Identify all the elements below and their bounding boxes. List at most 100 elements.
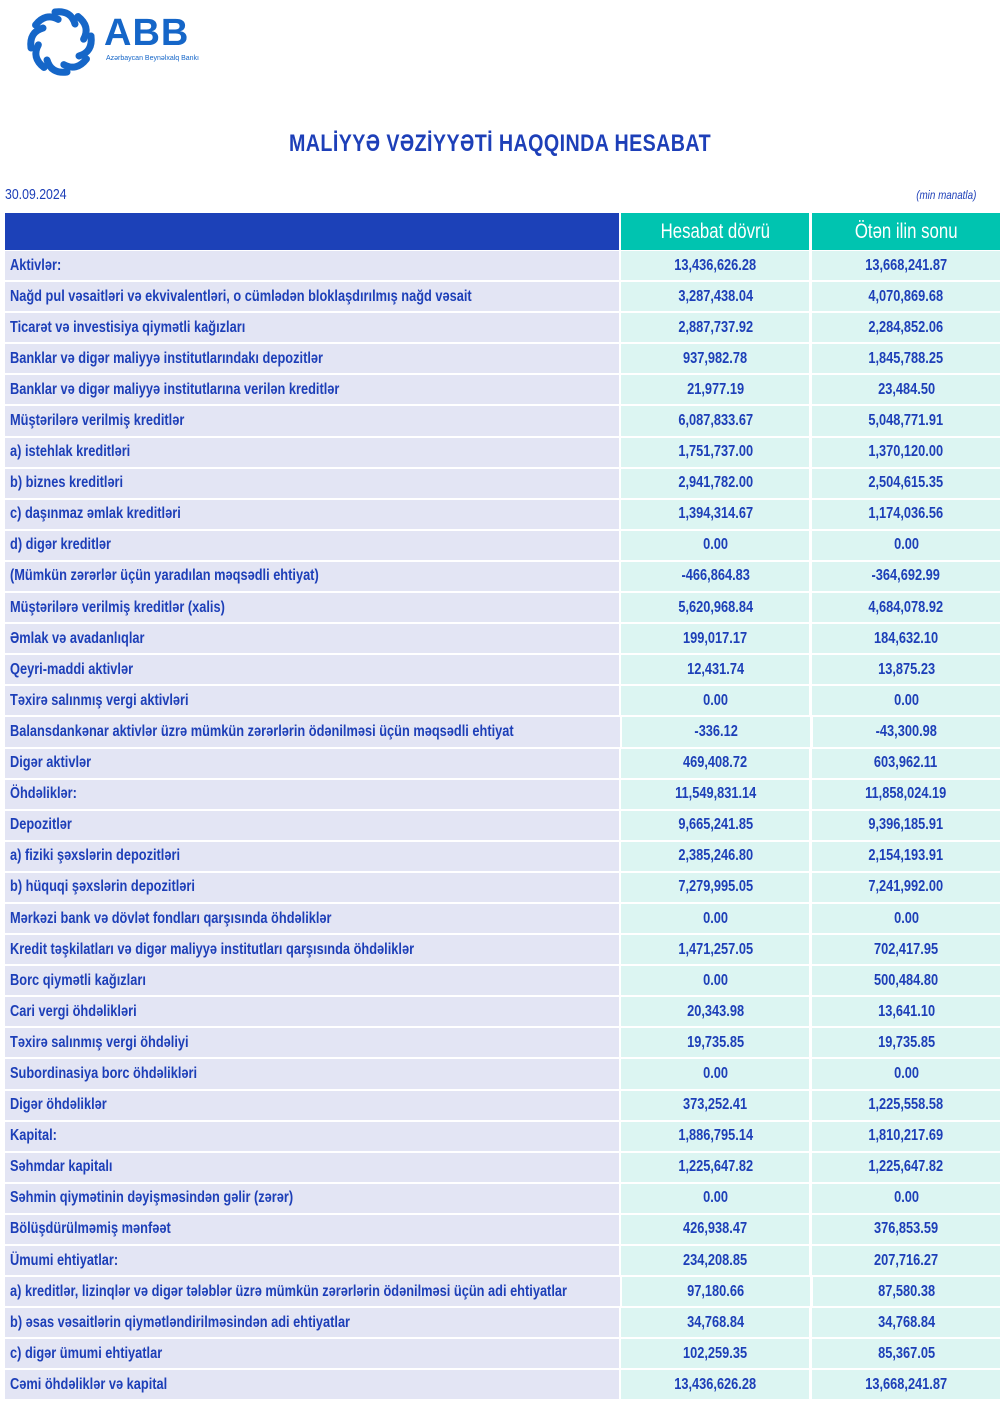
row-current-value: 6,087,833.67 [621,406,810,436]
table-row: Təxirə salınmış vergi öhdəliyi 19,735.85 1… [5,1028,1000,1058]
row-current-value: 13,436,626.28 [621,251,810,281]
table-row: Səhmin qiymətinin dəyişməsindən gəlir (z… [5,1183,1000,1213]
row-current-value: 469,408.72 [621,748,810,778]
row-label: Ümumi ehtiyatlar: [5,1246,620,1276]
row-current-value: -466,864.83 [621,561,810,592]
row-current-value: 373,252.41 [621,1090,810,1120]
table-row: Digər öhdəliklər 373,252.41 1,225,558.58 [5,1090,1000,1120]
row-previous-value: 2,284,852.06 [812,313,1000,343]
row-previous-value: 19,735.85 [812,1028,1000,1058]
table-row: Cari vergi öhdəlikləri 20,343.98 13,641.10 [5,997,1000,1027]
table-row: c) daşınmaz əmlak kreditləri 1,394,314.67… [5,499,1000,529]
row-previous-value: 1,225,647.82 [812,1152,1000,1182]
table-row: d) digər kreditlər 0.00 0.00 [5,530,1000,560]
row-previous-value: 87,580.38 [812,1277,1000,1307]
table-row: Öhdəliklər: 11,549,831.14 11,858,024.19 [5,779,1000,809]
row-previous-value: 5,048,771.91 [812,406,1000,436]
table-row: Nağd pul vəsaitləri və ekvivalentləri, o… [5,282,1000,312]
table-row: Kredit təşkilatları və digər maliyyə ins… [5,935,1000,965]
row-current-value: 5,620,968.84 [621,593,810,623]
row-previous-value: 603,962.11 [812,748,1000,778]
logo-name: ABB [104,12,190,54]
table-row: b) biznes kreditləri 2,941,782.00 2,504,61… [5,468,1000,498]
row-previous-value: 184,632.10 [812,624,1000,654]
row-current-value: 1,394,314.67 [621,499,810,529]
table-row: Ümumi ehtiyatlar: 234,208.85 207,716.27 [5,1246,1000,1276]
row-label: Balansdankənar aktivlər üzrə mümkün zərə… [5,717,620,747]
table-row: Müştərilərə verilmiş kreditlər 6,087,833.… [5,406,1000,436]
table-row: Mərkəzi bank və dövlət fondları qarşısın… [5,903,1000,934]
row-current-value: 20,343.98 [621,997,810,1027]
table-row: Qeyri-maddi aktivlər 12,431.74 13,875.23 [5,655,1000,685]
table-row: Cəmi öhdəliklər və kapital 13,436,626.28 1… [5,1370,1000,1400]
table-row: Bölüşdürülməmiş mənfəət 426,938.47 376,853… [5,1214,1000,1244]
row-current-value: 97,180.66 [622,1277,810,1307]
row-previous-value: 1,845,788.25 [812,344,1000,374]
row-previous-value: 11,858,024.19 [812,779,1000,809]
row-current-value: 199,017.17 [621,624,810,654]
row-label: Banklar və digər maliyyə institutlarında… [5,344,620,374]
row-previous-value: -43,300.98 [812,717,1000,747]
row-previous-value: 0.00 [812,1183,1000,1213]
row-previous-value: 702,417.95 [812,935,1000,965]
row-label: Müştərilərə verilmiş kreditlər [5,406,620,436]
row-previous-value: 0.00 [812,903,1000,934]
row-previous-value: 13,668,241.87 [812,1370,1000,1400]
row-label: Cəmi öhdəliklər və kapital [5,1370,620,1400]
row-label: d) digər kreditlər [5,530,620,560]
header-label-cell [5,213,620,250]
table-row: Subordinasiya borc öhdəlikləri 0.00 0.00 [5,1059,1000,1089]
row-label: a) kreditlər, lizinqlər və digər tələblə… [5,1277,620,1307]
row-current-value: 11,549,831.14 [621,779,810,809]
table-row: (Mümkün zərərlər üçün yaradılan məqsədli… [5,561,1000,592]
row-label: Ticarət və investisiya qiymətli kağızlar… [5,313,620,343]
abb-logo: ABB Azərbaycan Beynəlxalq Bankı [22,4,202,80]
table-header: Hesabat dövrü Ötən ilin sonu [5,213,1000,250]
balance-sheet-table: Hesabat dövrü Ötən ilin sonu Aktivlər: 13… [5,213,1000,1401]
row-current-value: 2,385,246.80 [621,841,810,871]
row-previous-value: 34,768.84 [812,1308,1000,1338]
report-date: 30.09.2024 [5,186,67,203]
row-current-value: 2,887,737.92 [621,313,810,343]
row-label: Cari vergi öhdəlikləri [5,997,620,1027]
table-row: b) əsas vəsaitlərin qiymətləndirilməsind… [5,1308,1000,1338]
table-row: Banklar və digər maliyyə institutlarına … [5,375,1000,405]
row-current-value: 1,751,737.00 [621,437,810,467]
row-label: Təxirə salınmış vergi aktivləri [5,686,620,716]
row-current-value: 19,735.85 [621,1028,810,1058]
row-label: (Mümkün zərərlər üçün yaradılan məqsədli… [5,561,620,592]
row-current-value: 21,977.19 [621,375,810,405]
row-previous-value: 1,225,558.58 [812,1090,1000,1120]
table-row: Aktivlər: 13,436,626.28 13,668,241.87 [5,251,1000,281]
row-label: Təxirə salınmış vergi öhdəliyi [5,1028,620,1058]
table-row: Müştərilərə verilmiş kreditlər (xalis) 5,… [5,593,1000,623]
row-previous-value: 2,154,193.91 [812,841,1000,871]
row-label: a) istehlak kreditləri [5,437,620,467]
row-current-value: 7,279,995.05 [621,872,810,902]
table-row: Balansdankənar aktivlər üzrə mümkün zərə… [5,717,1000,747]
row-label: Mərkəzi bank və dövlət fondları qarşısın… [5,903,620,934]
row-previous-value: 2,504,615.35 [812,468,1000,498]
row-previous-value: 1,810,217.69 [812,1121,1000,1151]
row-label: Səhmin qiymətinin dəyişməsindən gəlir (z… [5,1183,620,1213]
row-current-value: -336.12 [622,717,810,747]
row-previous-value: 376,853.59 [812,1214,1000,1244]
row-label: Subordinasiya borc öhdəlikləri [5,1059,620,1089]
row-current-value: 0.00 [621,1059,810,1089]
row-current-value: 3,287,438.04 [621,282,810,312]
table-row: Depozitlər 9,665,241.85 9,396,185.91 [5,810,1000,840]
row-current-value: 234,208.85 [621,1246,810,1276]
table-row: Səhmdar kapitalı 1,225,647.82 1,225,647.82 [5,1152,1000,1182]
row-previous-value: 9,396,185.91 [812,810,1000,840]
row-current-value: 12,431.74 [621,655,810,685]
row-label: Qeyri-maddi aktivlər [5,655,620,685]
row-label: Səhmdar kapitalı [5,1152,620,1182]
row-previous-value: 0.00 [812,1059,1000,1089]
table-row: Banklar və digər maliyyə institutlarında… [5,344,1000,374]
page-title: MALİYYƏ VƏZİYYƏTİ HAQQINDA HESABAT [289,130,711,157]
row-label: Depozitlər [5,810,620,840]
table-row: Əmlak və avadanlıqlar 199,017.17 184,632.1… [5,624,1000,654]
row-label: Banklar və digər maliyyə institutlarına … [5,375,620,405]
table-row: Borc qiymətli kağızları 0.00 500,484.80 [5,966,1000,996]
row-label: Bölüşdürülməmiş mənfəət [5,1214,620,1244]
